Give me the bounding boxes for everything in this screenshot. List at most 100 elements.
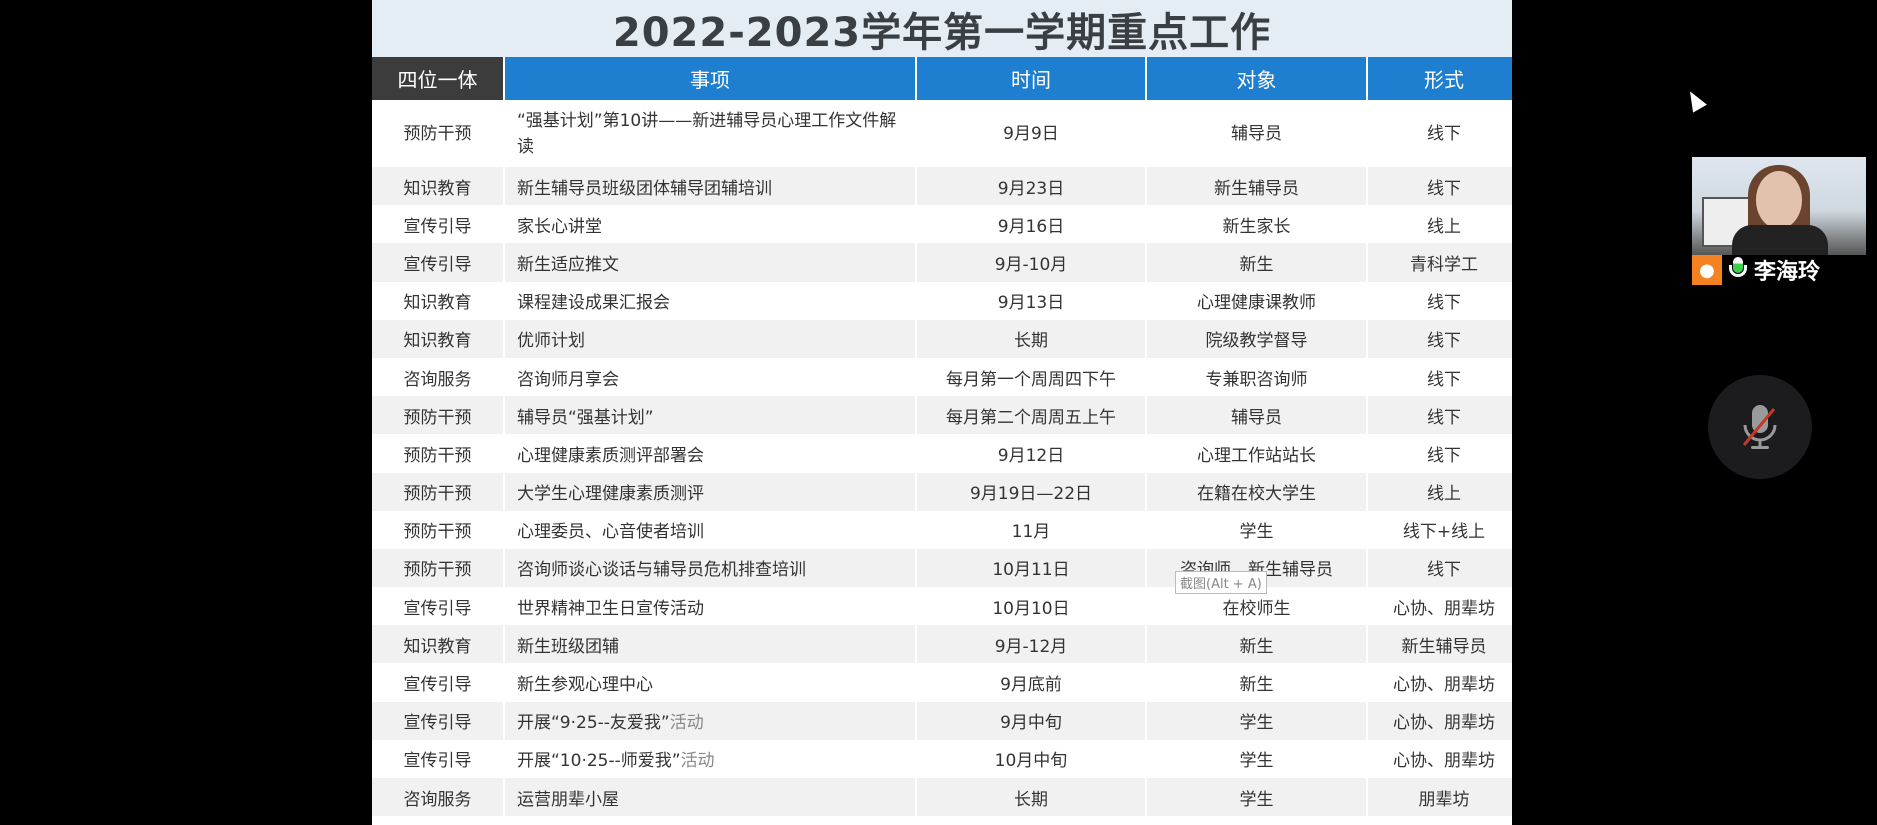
type-cell: 知识教育: [372, 625, 503, 664]
participant-video[interactable]: [1692, 157, 1866, 255]
time-cell: 9月13日: [917, 281, 1145, 320]
screenshot-tooltip: 截图(Alt + A): [1175, 571, 1267, 594]
table-header: 四位一体 事项 时间 对象 形式: [372, 57, 1512, 100]
target-cell: 学生: [1147, 778, 1366, 817]
item-cell: 世界精神卫生日宣传活动: [505, 587, 915, 626]
item-text: 运营朋辈小屋: [517, 789, 619, 810]
item-cell: 新生班级团辅: [505, 625, 915, 664]
target-cell: 在籍在校大学生: [1147, 472, 1366, 511]
form-cell: 线下: [1368, 434, 1512, 473]
item-cell: “强基计划”第10讲——新进辅导员心理工作文件解读: [505, 100, 915, 167]
form-cell: 线下: [1368, 100, 1512, 167]
person-icon: ●: [1692, 255, 1722, 285]
form-cell: 线下: [1368, 167, 1512, 206]
type-cell: 宣传引导: [372, 205, 503, 244]
target-cell: 院级教学督导: [1147, 319, 1366, 358]
item-text: 新生辅导员班级团体辅导团辅培训: [517, 178, 772, 199]
type-cell: 宣传引导: [372, 739, 503, 778]
type-cell: 预防干预: [372, 396, 503, 435]
time-cell: 9月23日: [917, 167, 1145, 206]
table-row: 知识教育 课程建设成果汇报会 9月13日 心理健康课教师 线下: [372, 281, 1512, 320]
column-header: 事项: [505, 57, 915, 100]
participant-name-bar: ● 李海玲: [1692, 255, 1820, 285]
item-text: 新生适应推文: [517, 254, 619, 275]
table-row: 预防干预 辅导员“强基计划” 每月第二个周周五上午 辅导员 线下: [372, 396, 1512, 435]
type-cell: 知识教育: [372, 167, 503, 206]
target-cell: 学生: [1147, 510, 1366, 549]
target-cell: 新生家长: [1147, 205, 1366, 244]
type-cell: 知识教育: [372, 319, 503, 358]
item-text: “强基计划”第10讲——新进辅导员心理工作文件解读: [517, 110, 897, 157]
table-row: 知识教育 新生班级团辅 9月-12月 新生 新生辅导员: [372, 625, 1512, 664]
table-row: 宣传引导 新生参观心理中心 9月底前 新生 心协、朋辈坊: [372, 663, 1512, 702]
time-cell: 10月11日: [917, 548, 1145, 588]
item-cell: 开展“10·25--师爱我”活动: [505, 739, 915, 778]
work-table: 四位一体 事项 时间 对象 形式 预防干预 “强基计划”第10讲——新进辅导员心理…: [372, 57, 1512, 817]
table-row: 咨询服务 咨询师月享会 每月第一个周周四下午 专兼职咨询师 线下: [372, 357, 1512, 397]
time-cell: 9月9日: [917, 100, 1145, 167]
form-cell: 线下: [1368, 548, 1512, 588]
time-cell: 每月第一个周周四下午: [917, 357, 1145, 397]
table-row: 预防干预 心理健康素质测评部署会 9月12日 心理工作站站长 线下: [372, 434, 1512, 473]
time-cell: 9月-10月: [917, 243, 1145, 282]
form-cell: 线下+线上: [1368, 510, 1512, 549]
slide-title: 2022-2023学年第一学期重点工作: [612, 9, 1272, 56]
item-text: 开展“9·25--友爱我”: [517, 713, 670, 734]
item-text: 咨询师谈心谈话与辅导员危机排查培训: [517, 560, 806, 581]
table-row: 咨询服务 运营朋辈小屋 长期 学生 朋辈坊: [372, 778, 1512, 817]
target-cell: 心理工作站站长: [1147, 434, 1366, 473]
item-text: 家长心讲堂: [517, 216, 602, 237]
time-cell: 11月: [917, 510, 1145, 549]
item-suffix: 活动: [680, 751, 715, 772]
item-cell: 辅导员“强基计划”: [505, 396, 915, 435]
type-cell: 咨询服务: [372, 778, 503, 817]
table-row: 预防干预 心理委员、心音使者培训 11月 学生 线下+线上: [372, 510, 1512, 549]
table-row: 宣传引导 开展“9·25--友爱我”活动 9月中旬 学生 心协、朋辈坊: [372, 701, 1512, 740]
form-cell: 线下: [1368, 281, 1512, 320]
item-text: 优师计划: [517, 331, 585, 352]
item-text: 新生班级团辅: [517, 636, 619, 657]
target-cell: 辅导员: [1147, 100, 1366, 167]
table-row: 宣传引导 世界精神卫生日宣传活动 10月10日 在校师生 心协、朋辈坊: [372, 587, 1512, 626]
item-text: 心理健康素质测评部署会: [517, 445, 704, 466]
form-cell: 线下: [1368, 396, 1512, 435]
column-header: 四位一体: [372, 57, 503, 100]
item-cell: 优师计划: [505, 319, 915, 358]
target-cell: 学生: [1147, 701, 1366, 740]
type-cell: 预防干预: [372, 100, 503, 167]
target-cell: 学生: [1147, 739, 1366, 778]
mouse-cursor-icon: [1683, 87, 1707, 113]
column-header: 对象: [1147, 57, 1366, 100]
type-cell: 宣传引导: [372, 663, 503, 702]
form-cell: 心协、朋辈坊: [1368, 663, 1512, 702]
item-cell: 新生辅导员班级团体辅导团辅培训: [505, 167, 915, 206]
table-row: 宣传引导 开展“10·25--师爱我”活动 10月中旬 学生 心协、朋辈坊: [372, 739, 1512, 778]
target-cell: 辅导员: [1147, 396, 1366, 435]
table-row: 宣传引导 家长心讲堂 9月16日 新生家长 线上: [372, 205, 1512, 244]
presentation-slide: 2022-2023学年第一学期重点工作 四位一体 事项 时间 对象 形式 预防干…: [372, 0, 1512, 825]
item-text: 新生参观心理中心: [517, 675, 653, 696]
type-cell: 咨询服务: [372, 357, 503, 397]
form-cell: 青科学工: [1368, 243, 1512, 282]
target-cell: 专兼职咨询师: [1147, 357, 1366, 397]
time-cell: 长期: [917, 778, 1145, 817]
target-cell: 心理健康课教师: [1147, 281, 1366, 320]
type-cell: 预防干预: [372, 434, 503, 473]
table-row: 预防干预 大学生心理健康素质测评 9月19日—22日 在籍在校大学生 线上: [372, 472, 1512, 511]
table-row: 知识教育 新生辅导员班级团体辅导团辅培训 9月23日 新生辅导员 线下: [372, 167, 1512, 206]
participant-body: [1732, 225, 1828, 255]
item-cell: 心理健康素质测评部署会: [505, 434, 915, 473]
participant-name: 李海玲: [1754, 260, 1821, 285]
item-text: 心理委员、心音使者培训: [517, 522, 704, 543]
mute-toggle-button[interactable]: [1708, 375, 1812, 479]
table-row: 知识教育 优师计划 长期 院级教学督导 线下: [372, 319, 1512, 358]
item-cell: 咨询师谈心谈话与辅导员危机排查培训: [505, 548, 915, 588]
form-cell: 朋辈坊: [1368, 778, 1512, 817]
form-cell: 线上: [1368, 205, 1512, 244]
item-cell: 大学生心理健康素质测评: [505, 472, 915, 511]
item-text: 辅导员“强基计划”: [517, 407, 654, 428]
column-header: 时间: [917, 57, 1145, 100]
type-cell: 宣传引导: [372, 587, 503, 626]
table-row: 预防干预 “强基计划”第10讲——新进辅导员心理工作文件解读 9月9日 辅导员 线下: [372, 100, 1512, 167]
form-cell: 线下: [1368, 357, 1512, 397]
